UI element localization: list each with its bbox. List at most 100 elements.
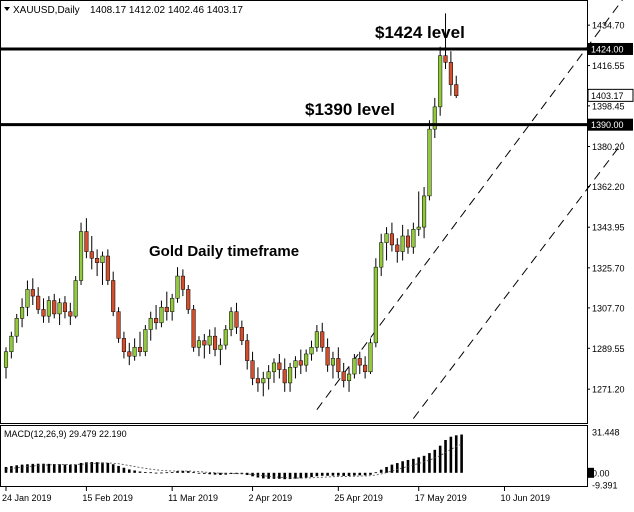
candle bbox=[223, 325, 228, 350]
candle-body-bull bbox=[384, 233, 389, 243]
candle bbox=[218, 338, 223, 366]
macd-bar bbox=[138, 471, 142, 473]
macd-bar bbox=[428, 453, 431, 473]
candle-body-bull bbox=[14, 318, 19, 337]
macd-bar bbox=[149, 472, 153, 474]
candle-body-bull bbox=[223, 329, 228, 346]
price-tick-label: 1416.55 bbox=[592, 61, 625, 71]
candle-body-bear bbox=[89, 251, 94, 259]
macd-bar bbox=[267, 472, 270, 479]
candle bbox=[389, 222, 394, 252]
candle-body-bull bbox=[20, 306, 25, 319]
macd-bar bbox=[85, 462, 88, 473]
macd-bar bbox=[31, 463, 35, 473]
candle-body-bull bbox=[293, 360, 298, 368]
candle bbox=[379, 233, 384, 277]
candle-body-bull bbox=[271, 362, 277, 373]
collapse-arrow-icon[interactable] bbox=[4, 7, 10, 11]
candle bbox=[41, 298, 46, 323]
candle-body-bull bbox=[422, 195, 427, 228]
macd-bar bbox=[433, 449, 437, 473]
candle bbox=[239, 320, 244, 346]
candle bbox=[427, 120, 432, 201]
candle-body-bear bbox=[395, 244, 400, 252]
macd-panel-frame bbox=[0, 425, 588, 487]
macd-bar bbox=[197, 472, 201, 474]
macd-bar bbox=[95, 462, 99, 473]
candle bbox=[127, 342, 132, 366]
candle bbox=[363, 356, 368, 379]
candle bbox=[36, 287, 41, 314]
macd-bar bbox=[363, 472, 367, 476]
candle-body-bear bbox=[245, 340, 250, 361]
candle-body-bear bbox=[405, 235, 411, 248]
candle bbox=[30, 278, 35, 306]
macd-bar bbox=[272, 472, 276, 479]
macd-bar bbox=[385, 466, 388, 473]
candle-body-bear bbox=[154, 318, 159, 324]
candle-body-bear bbox=[277, 362, 282, 370]
candle-body-bear bbox=[454, 84, 459, 96]
macd-bar bbox=[326, 472, 329, 476]
candle-body-bear bbox=[448, 62, 453, 85]
candle-body-bear bbox=[341, 371, 346, 381]
macd-bar bbox=[170, 472, 174, 473]
price-tick-label: 1325.70 bbox=[592, 263, 625, 273]
candle-body-bear bbox=[255, 378, 260, 384]
candle bbox=[373, 258, 378, 348]
symbol-label: XAUUSD,Daily bbox=[13, 5, 80, 16]
candle bbox=[255, 367, 260, 392]
candle bbox=[304, 349, 309, 372]
macd-bar bbox=[74, 464, 77, 473]
macd-bar bbox=[36, 463, 40, 473]
macd-bar bbox=[401, 461, 404, 473]
macd-axis: 31.448 0.00 -9.391 bbox=[588, 428, 620, 491]
macd-bar bbox=[133, 470, 136, 473]
candle-body-bear bbox=[62, 302, 68, 312]
price-tick-label: 1307.70 bbox=[592, 303, 625, 313]
macd-bar bbox=[90, 462, 94, 473]
candle bbox=[170, 293, 175, 321]
candle-body-bear bbox=[116, 311, 121, 339]
candle bbox=[148, 311, 153, 341]
macd-bar bbox=[219, 472, 222, 475]
candle-body-bear bbox=[239, 327, 244, 341]
candle-body-bull bbox=[207, 335, 212, 346]
candle bbox=[432, 97, 437, 139]
candle bbox=[143, 325, 148, 357]
time-tick-label: 25 Apr 2019 bbox=[334, 493, 383, 503]
candle bbox=[357, 351, 362, 375]
macd-bar bbox=[369, 472, 372, 475]
candle-body-bear bbox=[52, 300, 57, 315]
price-tick-label: 1289.55 bbox=[592, 344, 625, 354]
candle bbox=[352, 353, 357, 379]
macd-bar bbox=[42, 463, 45, 473]
price-tick-label: 1343.95 bbox=[592, 223, 625, 233]
macd-bar bbox=[449, 436, 453, 473]
candle-body-bull bbox=[400, 235, 405, 252]
time-tick-label: 2 Apr 2019 bbox=[249, 493, 293, 503]
candle bbox=[164, 291, 169, 321]
macd-bar bbox=[342, 472, 345, 476]
time-tick-label: 10 Jun 2019 bbox=[500, 493, 550, 503]
price-tick-label: 1398.45 bbox=[592, 101, 625, 111]
candle bbox=[266, 365, 271, 390]
candle-body-bull bbox=[196, 340, 202, 348]
candle bbox=[196, 336, 202, 357]
candle-body-bull bbox=[352, 358, 357, 375]
level-label-1390: 1390.00 bbox=[591, 120, 624, 130]
macd-bar bbox=[299, 472, 303, 479]
macd-bar bbox=[186, 471, 190, 473]
candle bbox=[73, 276, 78, 319]
candle bbox=[89, 235, 94, 270]
price-tick-label: 1434.70 bbox=[592, 21, 625, 31]
candle bbox=[314, 325, 319, 352]
candle-body-bull bbox=[143, 329, 148, 353]
candle bbox=[180, 269, 185, 297]
macd-bar bbox=[20, 464, 24, 473]
macd-bar bbox=[320, 472, 324, 476]
candle bbox=[121, 331, 126, 359]
candle bbox=[293, 356, 298, 379]
channel-upper-line bbox=[316, 0, 623, 410]
candle bbox=[330, 351, 336, 379]
